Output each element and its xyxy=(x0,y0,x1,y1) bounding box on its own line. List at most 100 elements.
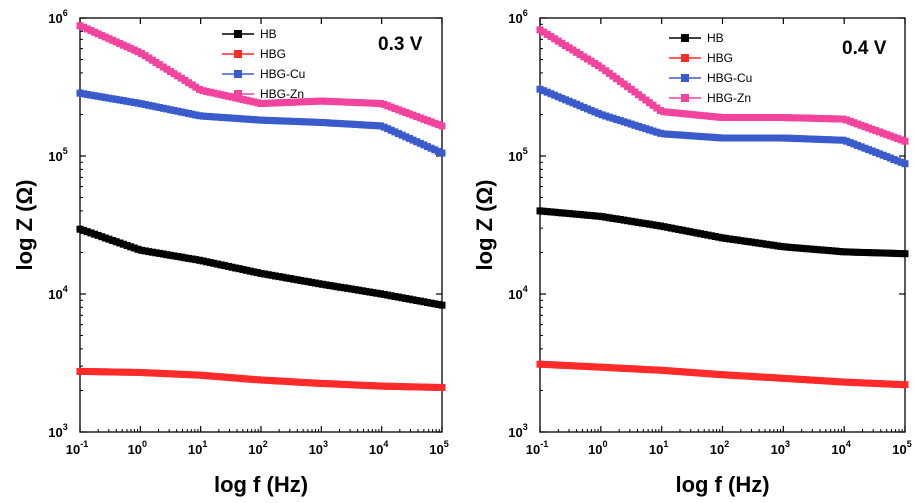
data-point xyxy=(846,378,854,386)
data-point xyxy=(188,255,196,263)
data-point xyxy=(134,368,142,376)
data-point xyxy=(91,230,98,238)
data-point xyxy=(87,229,95,237)
data-point xyxy=(250,116,258,124)
data-point xyxy=(755,114,763,121)
data-point xyxy=(101,33,109,41)
data-point xyxy=(235,265,243,273)
data-point xyxy=(340,98,348,106)
data-point xyxy=(781,374,788,382)
data-point xyxy=(693,111,701,119)
data-point xyxy=(792,135,799,142)
data-point xyxy=(660,367,668,374)
data-point xyxy=(748,372,756,380)
data-point xyxy=(543,361,551,368)
data-point xyxy=(587,106,595,114)
data-point xyxy=(340,284,348,292)
data-point xyxy=(646,220,653,228)
data-point xyxy=(373,382,381,390)
data-point xyxy=(890,249,898,257)
data-point xyxy=(795,375,803,383)
data-point xyxy=(112,368,120,376)
voltage-annotation: 0.3 V xyxy=(378,34,423,55)
data-point xyxy=(264,271,272,279)
data-point xyxy=(562,42,569,50)
data-point xyxy=(224,373,232,381)
data-point xyxy=(319,119,326,126)
data-point xyxy=(163,370,171,378)
data-point xyxy=(609,364,617,372)
data-point xyxy=(536,360,544,368)
data-point xyxy=(98,233,106,241)
data-point xyxy=(377,290,384,298)
data-point xyxy=(123,242,131,249)
data-point xyxy=(431,146,439,154)
data-point xyxy=(751,114,759,121)
x-tick-exponent: 4 xyxy=(383,439,388,449)
data-point xyxy=(635,219,642,226)
data-point xyxy=(803,114,810,122)
y-tick-base: 10 xyxy=(48,11,62,26)
data-point xyxy=(199,257,207,265)
data-point xyxy=(80,226,88,234)
data-point xyxy=(726,134,734,142)
data-point xyxy=(286,98,294,106)
data-point xyxy=(543,208,551,216)
data-point xyxy=(744,134,752,142)
data-point xyxy=(228,114,236,122)
data-point xyxy=(638,93,646,101)
data-point xyxy=(348,285,355,293)
data-point xyxy=(748,238,756,246)
data-point xyxy=(348,120,355,128)
data-point xyxy=(751,239,759,247)
data-point xyxy=(846,117,854,125)
data-point xyxy=(773,374,781,382)
data-point xyxy=(308,98,316,105)
data-point xyxy=(602,363,610,371)
x-tick-base: 10 xyxy=(188,442,202,457)
data-point xyxy=(366,382,374,390)
data-point xyxy=(224,114,232,122)
x-tick-base: 10 xyxy=(248,442,262,457)
data-point xyxy=(897,136,905,144)
data-point xyxy=(405,295,413,303)
data-point xyxy=(387,382,395,390)
legend: HB HBG HBG-Cu HBG-Zn xyxy=(669,31,752,105)
data-point xyxy=(631,88,639,96)
data-point xyxy=(217,373,225,381)
data-point xyxy=(221,114,229,122)
data-point xyxy=(424,299,431,306)
data-point xyxy=(879,249,887,257)
data-point xyxy=(730,134,737,142)
data-point xyxy=(810,245,818,253)
data-point xyxy=(573,210,580,218)
data-point xyxy=(886,249,894,257)
data-point xyxy=(759,373,767,381)
data-point xyxy=(80,90,88,98)
data-point xyxy=(290,378,298,386)
data-point xyxy=(697,111,705,119)
data-point xyxy=(704,370,712,378)
data-point xyxy=(573,100,580,108)
data-point xyxy=(282,99,290,106)
data-point xyxy=(246,375,254,383)
data-point xyxy=(850,248,858,256)
data-point xyxy=(817,115,825,122)
data-point xyxy=(657,222,664,230)
data-point xyxy=(145,248,153,256)
data-point xyxy=(329,119,337,127)
data-point xyxy=(777,114,785,121)
y-tick-label: 106 xyxy=(508,8,527,26)
data-point xyxy=(177,74,185,82)
data-point xyxy=(591,60,599,67)
data-point xyxy=(642,220,650,228)
data-point xyxy=(402,295,410,302)
data-point xyxy=(551,208,559,216)
data-point xyxy=(751,373,759,381)
data-point xyxy=(127,98,135,106)
data-point xyxy=(290,275,298,283)
x-tick-label: 10-1 xyxy=(66,439,88,457)
y-axis-label: log Z (Ω) xyxy=(472,180,497,271)
x-tick-label: 105 xyxy=(892,439,911,457)
data-point xyxy=(653,128,661,136)
